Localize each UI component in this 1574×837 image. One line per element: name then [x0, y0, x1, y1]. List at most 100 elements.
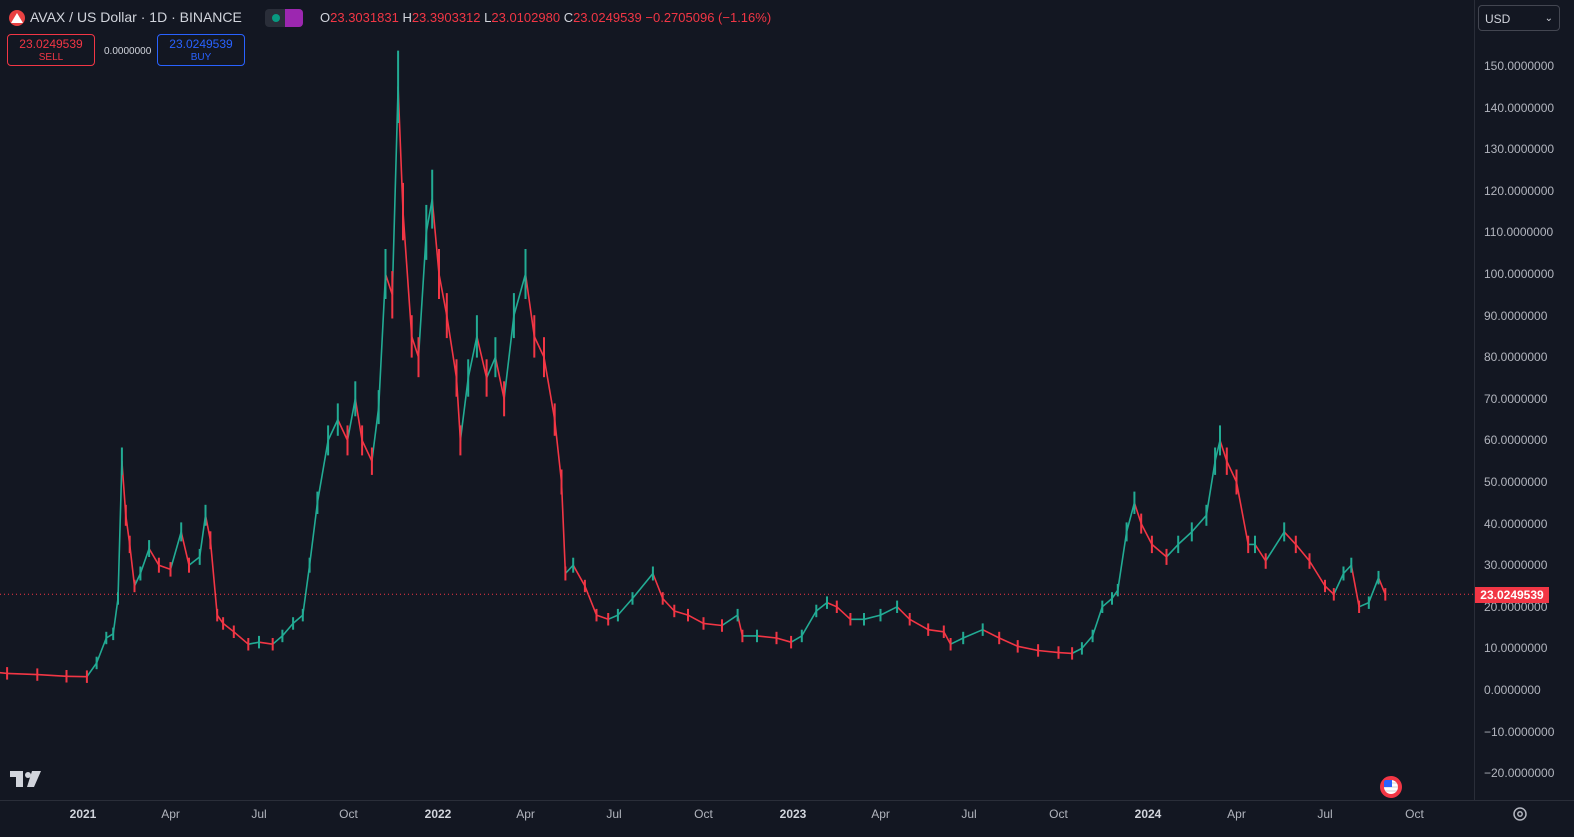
price-segment: [942, 630, 952, 646]
price-segment: [361, 439, 373, 463]
time-axis-divider: [0, 800, 1574, 801]
price-segment: [384, 273, 394, 296]
price-segment: [1235, 481, 1249, 546]
price-segment: [431, 198, 440, 275]
close-value: 23.0249539: [573, 10, 642, 25]
price-segment: [896, 605, 911, 621]
price-segment: [962, 628, 984, 639]
chart-header: AVAX / US Dollar · 1D · BINANCE O23.3031…: [0, 0, 1474, 36]
price-tick-label: 110.0000000: [1484, 225, 1554, 240]
price-segment: [476, 335, 488, 379]
price-axis-divider: [1474, 0, 1475, 800]
tradingview-logo-icon[interactable]: [10, 771, 42, 787]
price-segment: [1342, 564, 1353, 575]
price-segment: [233, 630, 250, 646]
price-segment: [1226, 460, 1238, 483]
price-segment: [543, 356, 556, 421]
price-segment: [1037, 649, 1060, 654]
price-segment: [494, 356, 505, 400]
price-segment: [1219, 439, 1228, 463]
price-segment: [998, 637, 1019, 648]
price-segment: [564, 564, 575, 575]
price-tick-label: 30.0000000: [1484, 558, 1548, 573]
price-tick-label: 70.0000000: [1484, 391, 1548, 406]
symbol-title[interactable]: AVAX / US Dollar · 1D · BINANCE: [30, 9, 242, 25]
price-segment: [584, 585, 598, 616]
price-segment: [1264, 531, 1285, 562]
price-segment: [595, 614, 610, 621]
price-segment: [139, 547, 150, 575]
price-segment: [371, 406, 380, 463]
price-segment: [1016, 645, 1039, 652]
time-tick-label: 2023: [779, 807, 807, 821]
price-tick-label: 10.0000000: [1484, 641, 1548, 656]
price-segment: [1165, 543, 1179, 558]
price-segment: [1191, 514, 1208, 533]
price-segment: [1140, 522, 1153, 546]
price-segment: [105, 632, 114, 639]
sell-price: 23.0249539: [19, 37, 83, 51]
high-key: H: [402, 10, 412, 25]
time-tick-label: Oct: [1405, 807, 1424, 821]
price-segment: [553, 418, 563, 483]
price-tick-label: 0.0000000: [1484, 683, 1541, 697]
low-value: 23.0102980: [491, 10, 561, 25]
time-tick-label: Jul: [606, 807, 622, 821]
price-segment: [308, 501, 319, 567]
price-segment: [169, 531, 182, 571]
avalanche-logo-icon: [9, 10, 25, 26]
price-segment: [687, 614, 705, 625]
price-tick-label: 40.0000000: [1484, 516, 1548, 531]
price-segment: [826, 601, 838, 608]
price-segment: [1358, 601, 1370, 608]
price-tick-label: 50.0000000: [1484, 475, 1548, 489]
time-tick-label: Jul: [961, 807, 977, 821]
price-segment: [117, 460, 123, 600]
price-segment: [560, 481, 567, 575]
price-chart[interactable]: [0, 0, 1474, 800]
time-tick-label: Apr: [161, 807, 180, 821]
price-segment: [271, 635, 284, 646]
sell-button[interactable]: 23.0249539 SELL: [7, 34, 95, 66]
price-segment: [410, 335, 420, 359]
price-segment: [301, 564, 311, 616]
time-tick-label: 2021: [69, 807, 97, 821]
price-segment: [158, 564, 172, 571]
price-segment: [1368, 576, 1380, 604]
spread-value: 0.0000000: [104, 46, 152, 57]
market-status-icon[interactable]: [265, 9, 303, 27]
price-segment: [258, 641, 274, 646]
price-tick-label: −10.0000000: [1484, 724, 1555, 739]
change-value: −0.2705096 (−1.16%): [645, 10, 772, 25]
price-tick-label: 20.0000000: [1484, 599, 1548, 614]
price-segment: [631, 572, 654, 600]
price-tick-label: 120.0000000: [1484, 183, 1555, 198]
price-segment: [402, 210, 413, 338]
price-segment: [617, 597, 634, 616]
currency-select[interactable]: USD ⌄: [1478, 5, 1560, 31]
currency-value: USD: [1485, 12, 1511, 26]
price-tick-label: 90.0000000: [1484, 308, 1548, 323]
price-segment: [661, 597, 676, 612]
gear-icon[interactable]: [1512, 806, 1528, 822]
price-tick-label: 100.0000000: [1484, 267, 1555, 281]
price-segment: [36, 673, 68, 678]
price-segment: [835, 605, 852, 621]
buy-button[interactable]: 23.0249539 BUY: [157, 34, 245, 66]
price-segment: [524, 273, 536, 338]
open-value: 23.3031831: [330, 10, 399, 25]
price-segment: [702, 622, 723, 627]
price-segment: [354, 397, 363, 442]
price-segment: [209, 539, 218, 616]
price-segment: [6, 672, 39, 676]
price-segment: [1295, 543, 1311, 562]
price-segment: [346, 397, 357, 442]
price-segment: [1081, 635, 1094, 650]
price-segment: [879, 605, 898, 616]
time-tick-label: Apr: [871, 807, 890, 821]
high-value: 23.3903312: [411, 10, 481, 25]
price-segment: [1057, 651, 1073, 655]
price-segment: [1101, 597, 1113, 608]
price-segment: [503, 314, 515, 400]
us-flag-icon[interactable]: [1380, 776, 1402, 798]
